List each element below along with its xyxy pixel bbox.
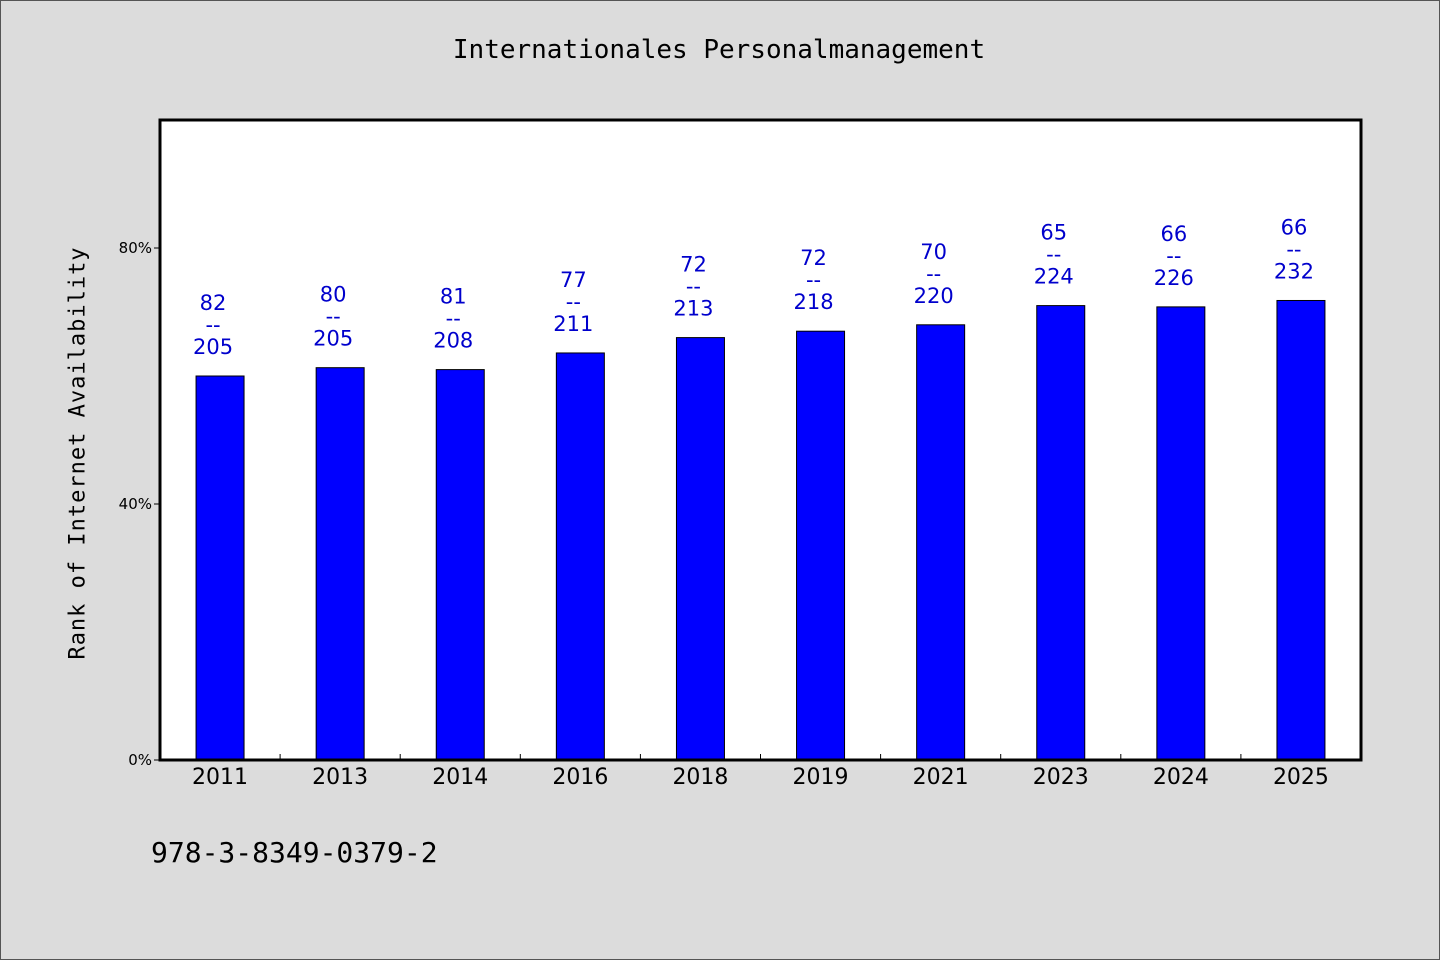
- data-label-2011-line-3: 205: [193, 335, 233, 359]
- data-label-2024-line-2: --: [1166, 244, 1181, 268]
- data-label-2019-line-2: --: [806, 268, 821, 292]
- data-label-2019-line-3: 218: [794, 290, 834, 314]
- data-label-2016-line-3: 211: [553, 312, 593, 336]
- y-tick-label-80: 80%: [119, 239, 152, 257]
- data-label-2011-line-1: 82: [200, 291, 227, 315]
- chart-title: Internationales Personalmanagement: [452, 35, 986, 65]
- bar-2011: [195, 375, 245, 761]
- data-label-2018-line-3: 213: [673, 297, 713, 321]
- data-label-2023-line-3: 224: [1034, 265, 1074, 289]
- data-label-2023-line-1: 65: [1040, 221, 1067, 245]
- x-tick-label-2024: 2024: [1153, 765, 1209, 790]
- data-label-2018-line-1: 72: [680, 253, 707, 277]
- data-label-2013-line-2: --: [326, 305, 341, 329]
- bar-2025: [1276, 299, 1326, 761]
- data-label-2014-line-2: --: [446, 307, 461, 331]
- data-label-2025-line-3: 232: [1274, 259, 1314, 283]
- data-label-2025-line-2: --: [1286, 237, 1301, 261]
- bar-2016: [555, 352, 605, 761]
- data-label-2013-line-1: 80: [320, 283, 347, 307]
- y-tick-label-0: 0%: [128, 751, 152, 769]
- data-label-2024-line-3: 226: [1154, 266, 1194, 290]
- bar-2019: [796, 330, 846, 761]
- data-label-2021-line-2: --: [926, 262, 941, 286]
- data-label-2023-line-2: --: [1046, 243, 1061, 267]
- x-tick-label-2023: 2023: [1033, 765, 1089, 790]
- x-tick-label-2021: 2021: [913, 765, 969, 790]
- data-label-2016-line-1: 77: [560, 268, 587, 292]
- bar-2021: [916, 324, 966, 761]
- data-label-2021-line-1: 70: [920, 240, 947, 264]
- x-tick-label-2019: 2019: [793, 765, 849, 790]
- data-label-2014-line-3: 208: [433, 329, 473, 353]
- x-tick-label-2014: 2014: [432, 765, 488, 790]
- bar-2023: [1036, 305, 1086, 761]
- bar-2024: [1156, 306, 1206, 761]
- data-label-2019-line-1: 72: [800, 246, 827, 270]
- data-label-2013-line-3: 205: [313, 327, 353, 351]
- bar-2014: [435, 369, 485, 761]
- y-tick-label-40: 40%: [119, 495, 152, 513]
- x-tick-label-2011: 2011: [192, 765, 248, 790]
- data-label-2014-line-1: 81: [440, 285, 467, 309]
- x-tick-label-2025: 2025: [1273, 765, 1329, 790]
- data-label-2011-line-2: --: [205, 313, 220, 337]
- data-label-2025-line-1: 66: [1281, 215, 1308, 239]
- bar-2013: [315, 367, 365, 761]
- data-label-2016-line-2: --: [566, 290, 581, 314]
- x-tick-label-2016: 2016: [552, 765, 608, 790]
- bar-2018: [675, 337, 725, 761]
- x-tick-label-2018: 2018: [672, 765, 728, 790]
- data-label-2018-line-2: --: [686, 275, 701, 299]
- isbn-text: 978-3-8349-0379-2: [151, 836, 438, 869]
- x-tick-label-2013: 2013: [312, 765, 368, 790]
- plot-border: [158, 118, 1363, 762]
- data-label-2021-line-3: 220: [914, 284, 954, 308]
- data-label-2024-line-1: 66: [1160, 222, 1187, 246]
